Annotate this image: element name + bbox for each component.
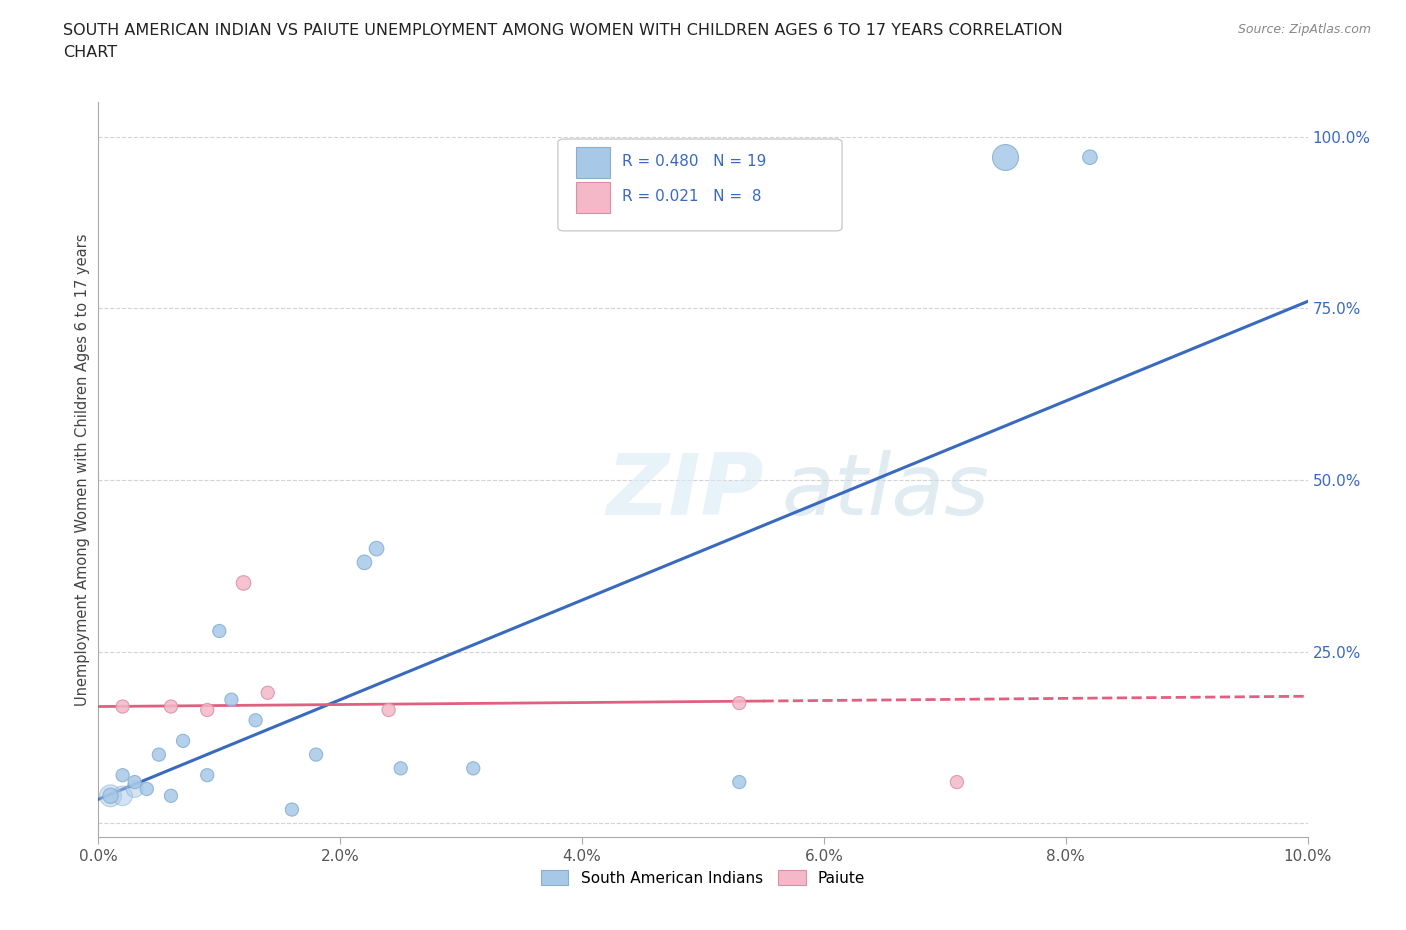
Point	[463, 761, 485, 776]
Point	[389, 761, 412, 776]
Point	[221, 692, 243, 707]
Point	[160, 699, 183, 714]
Text: R = 0.480   N = 19: R = 0.480 N = 19	[621, 154, 766, 169]
Point	[111, 699, 134, 714]
Y-axis label: Unemployment Among Women with Children Ages 6 to 17 years: Unemployment Among Women with Children A…	[75, 233, 90, 706]
Point	[728, 775, 751, 790]
Point	[124, 775, 146, 790]
Point	[195, 702, 218, 717]
Point	[377, 702, 399, 717]
Point	[148, 747, 170, 762]
Point	[1078, 150, 1101, 165]
Bar	[576, 181, 610, 213]
Point	[256, 685, 278, 700]
Point	[172, 734, 194, 749]
Point	[305, 747, 328, 762]
Point	[195, 768, 218, 783]
Point	[281, 802, 304, 817]
Point	[245, 712, 267, 727]
Point	[353, 555, 375, 570]
Point	[946, 775, 969, 790]
Point	[208, 624, 231, 639]
FancyBboxPatch shape	[558, 139, 842, 231]
Point	[124, 781, 146, 796]
Point	[100, 789, 122, 804]
Point	[111, 789, 134, 804]
Text: CHART: CHART	[63, 45, 117, 60]
Point	[160, 789, 183, 804]
Legend: South American Indians, Paiute: South American Indians, Paiute	[534, 864, 872, 892]
Text: Source: ZipAtlas.com: Source: ZipAtlas.com	[1237, 23, 1371, 36]
Point	[111, 768, 134, 783]
Point	[232, 576, 254, 591]
Point	[994, 150, 1017, 165]
Text: atlas: atlas	[782, 450, 990, 533]
Text: R = 0.021   N =  8: R = 0.021 N = 8	[621, 189, 762, 204]
Point	[135, 781, 157, 796]
Point	[100, 789, 122, 804]
Text: SOUTH AMERICAN INDIAN VS PAIUTE UNEMPLOYMENT AMONG WOMEN WITH CHILDREN AGES 6 TO: SOUTH AMERICAN INDIAN VS PAIUTE UNEMPLOY…	[63, 23, 1063, 38]
Text: ZIP: ZIP	[606, 450, 763, 533]
Point	[728, 696, 751, 711]
Bar	[576, 147, 610, 178]
Point	[366, 541, 388, 556]
